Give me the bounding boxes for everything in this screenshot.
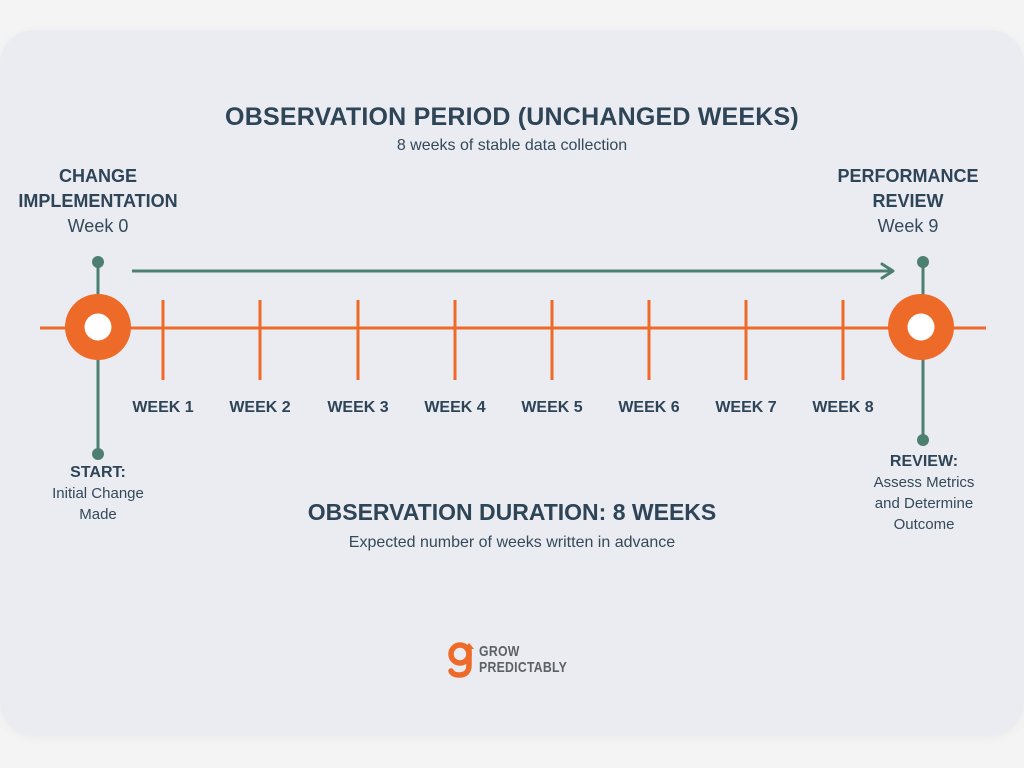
observation-arrow bbox=[132, 262, 895, 280]
start-title-line2: IMPLEMENTATION bbox=[18, 191, 178, 211]
start-label: START: bbox=[70, 464, 126, 481]
diagram-subtitle: 8 weeks of stable data collection bbox=[396, 137, 628, 154]
logo-g-icon bbox=[448, 642, 474, 678]
end-node bbox=[888, 256, 954, 446]
diagram-card bbox=[0, 30, 1024, 736]
week-label-3: WEEK 3 bbox=[327, 399, 389, 416]
week-label-7: WEEK 7 bbox=[715, 399, 777, 416]
start-node-heading: CHANGE IMPLEMENTATION Week 0 bbox=[8, 164, 188, 239]
end-description: REVIEW: Assess Metrics and Determine Out… bbox=[849, 451, 999, 535]
end-title-line1: PERFORMANCE bbox=[837, 166, 979, 186]
start-top-dot bbox=[92, 256, 104, 268]
week-label-5: WEEK 5 bbox=[521, 399, 583, 416]
end-title-line2: REVIEW bbox=[872, 191, 944, 211]
logo-text: GROW PREDICTABLY bbox=[479, 644, 567, 676]
end-desc-line2: and Determine bbox=[874, 495, 974, 512]
logo-line1: GROW bbox=[479, 643, 520, 660]
start-desc-line1: Initial Change bbox=[52, 485, 144, 502]
start-week: Week 0 bbox=[67, 216, 129, 236]
end-node-heading: PERFORMANCE REVIEW Week 9 bbox=[818, 164, 998, 239]
week-ticks bbox=[161, 300, 845, 380]
week-label-1: WEEK 1 bbox=[132, 399, 194, 416]
duration-title: OBSERVATION DURATION: 8 WEEKS bbox=[307, 499, 717, 525]
diagram-title: OBSERVATION PERIOD (UNCHANGED WEEKS) bbox=[225, 103, 799, 131]
end-bottom-dot bbox=[917, 434, 929, 446]
end-week: Week 9 bbox=[877, 216, 939, 236]
week-label-8: WEEK 8 bbox=[812, 399, 874, 416]
end-top-dot bbox=[917, 256, 929, 268]
end-desc-line3: Outcome bbox=[893, 516, 955, 533]
start-node bbox=[65, 256, 131, 460]
grow-predictably-logo: GROW PREDICTABLY bbox=[447, 640, 586, 680]
start-title-line1: CHANGE bbox=[58, 166, 137, 186]
start-description: START: Initial Change Made bbox=[28, 462, 168, 525]
end-label: REVIEW: bbox=[889, 453, 959, 470]
start-desc-line2: Made bbox=[79, 506, 117, 523]
duration-subtitle: Expected number of weeks written in adva… bbox=[348, 534, 676, 551]
logo-line2: PREDICTABLY bbox=[479, 659, 568, 676]
start-bottom-dot bbox=[92, 448, 104, 460]
week-label-6: WEEK 6 bbox=[618, 399, 680, 416]
week-label-2: WEEK 2 bbox=[229, 399, 291, 416]
week-label-4: WEEK 4 bbox=[424, 399, 486, 416]
end-desc-line1: Assess Metrics bbox=[873, 474, 975, 491]
